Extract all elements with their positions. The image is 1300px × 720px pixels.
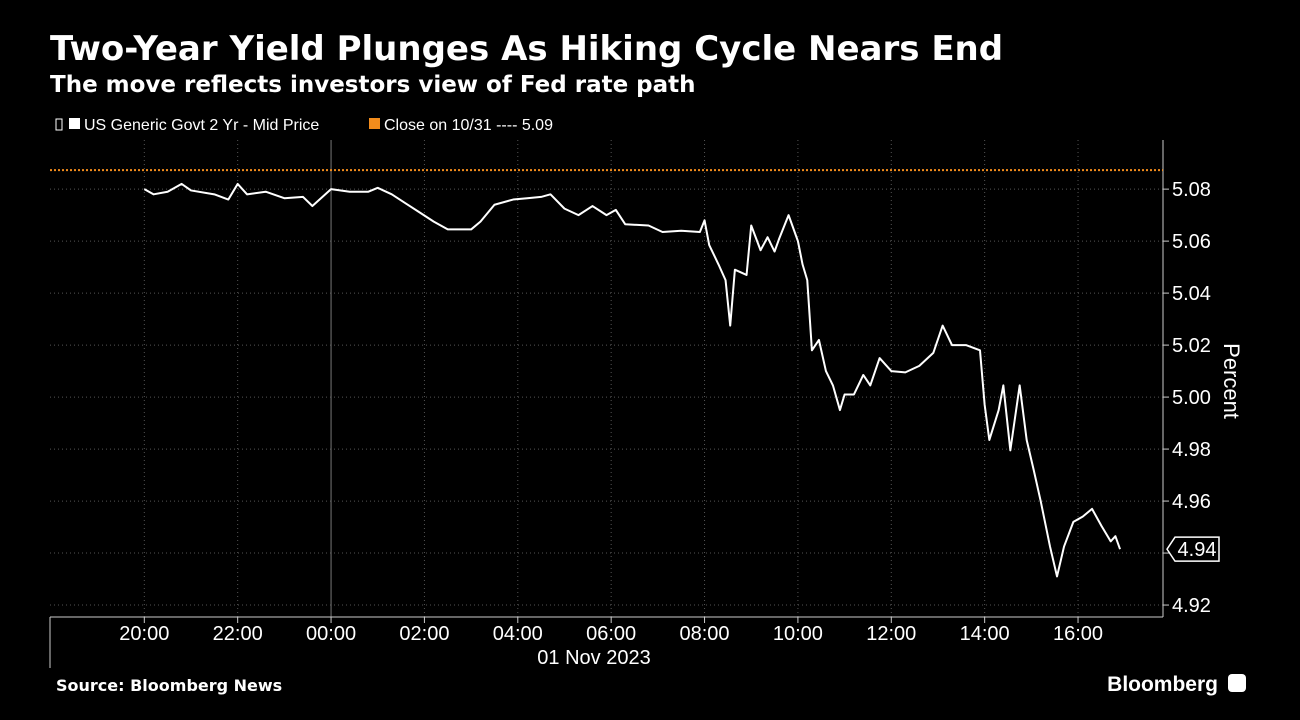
brand: Bloomberg — [1107, 673, 1218, 696]
y-tick-label: 5.00 — [1172, 387, 1211, 409]
x-tick-label: 14:00 — [960, 623, 1010, 645]
end-label: 4.94 — [1178, 539, 1217, 561]
brand-icon — [1228, 674, 1246, 692]
source: Source: Bloomberg News — [56, 676, 282, 695]
x-tick-label: 04:00 — [493, 623, 543, 645]
legend-icon — [55, 118, 63, 131]
legend-label: US Generic Govt 2 Yr - Mid Price — [84, 117, 319, 134]
legend-swatch — [69, 118, 80, 129]
y-tick-label: 4.96 — [1172, 491, 1211, 513]
legend-label: Close on 10/31 ---- 5.09 — [384, 117, 553, 134]
x-tick-label: 10:00 — [773, 623, 823, 645]
x-axis-label: 01 Nov 2023 — [537, 647, 650, 669]
x-tick-label: 16:00 — [1053, 623, 1103, 645]
y-tick-label: 4.98 — [1172, 439, 1211, 461]
y-tick-label: 5.06 — [1172, 231, 1211, 253]
y-tick-label: 5.02 — [1172, 335, 1211, 357]
series-line — [143, 182, 1121, 578]
y-tick-label: 4.92 — [1172, 595, 1211, 617]
x-tick-label: 02:00 — [399, 623, 449, 645]
x-tick-label: 06:00 — [586, 623, 636, 645]
x-tick-label: 20:00 — [119, 623, 169, 645]
end-label-box — [1166, 536, 1220, 562]
x-tick-label: 00:00 — [306, 623, 356, 645]
y-axis-label: Percent — [1219, 343, 1244, 419]
x-tick-label: 12:00 — [866, 623, 916, 645]
y-tick-label: 5.04 — [1172, 283, 1211, 305]
chart-subtitle: The move reflects investors view of Fed … — [50, 72, 696, 98]
chart-title: Two-Year Yield Plunges As Hiking Cycle N… — [50, 29, 1003, 69]
y-tick-label: 5.08 — [1172, 179, 1211, 201]
legend-swatch — [369, 118, 380, 129]
x-tick-label: 22:00 — [213, 623, 263, 645]
x-tick-label: 08:00 — [680, 623, 730, 645]
